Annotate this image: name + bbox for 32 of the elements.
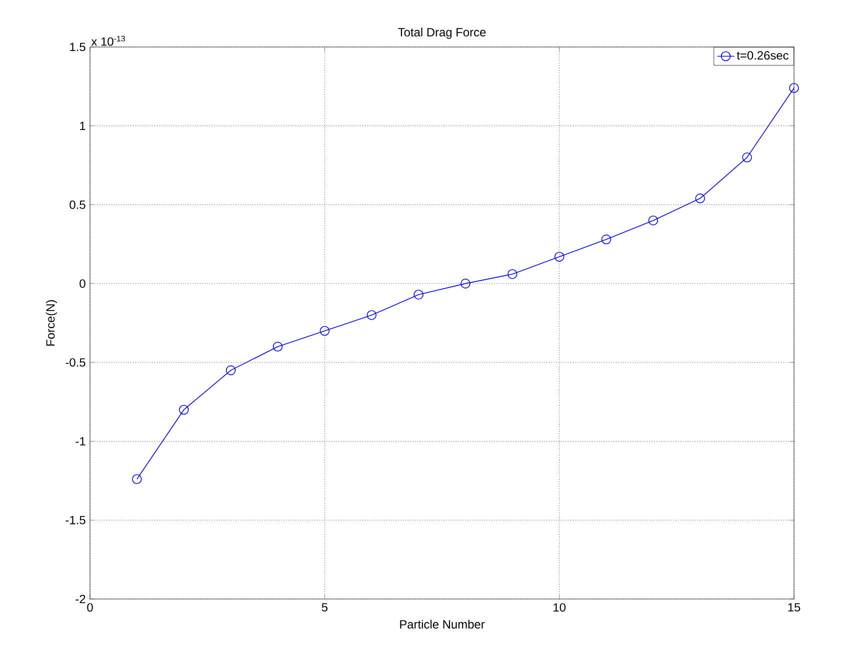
chart-title: Total Drag Force [398, 28, 486, 39]
point [648, 216, 658, 226]
text: x 10$^{-13}$ [91, 36, 125, 46]
y-tick-label: 0.5 [70, 200, 86, 209]
point [601, 234, 612, 244]
point [414, 290, 424, 300]
point [789, 83, 799, 93]
legend-label: t=0.26sec [736, 51, 788, 60]
y-tick-label: -1.5 [66, 516, 86, 524]
point [178, 404, 189, 415]
y-tick-label: 1 [80, 122, 86, 130]
point [320, 326, 330, 336]
x-tick-label: 10 [554, 603, 566, 612]
y-axis-title: Force(N) [46, 300, 58, 346]
y-tick-label: -1 [76, 437, 86, 446]
x-axis-title: Particle Number [400, 620, 485, 629]
point [508, 269, 518, 279]
point [366, 310, 376, 320]
y-tick-label: -2 [76, 594, 86, 604]
point [226, 365, 236, 376]
point [742, 152, 752, 162]
y-tick-label: 1.5 [70, 42, 86, 52]
y-tick-label: 0 [80, 279, 86, 288]
y-tick-label: -0.5 [66, 358, 86, 367]
point [272, 342, 283, 352]
point [460, 278, 470, 288]
point [132, 474, 142, 484]
point [554, 252, 564, 262]
point [695, 194, 706, 204]
x-tick-label: 5 [322, 603, 328, 612]
x-tick-label: 15 [788, 603, 800, 612]
x-tick-label: 0 [87, 603, 93, 612]
